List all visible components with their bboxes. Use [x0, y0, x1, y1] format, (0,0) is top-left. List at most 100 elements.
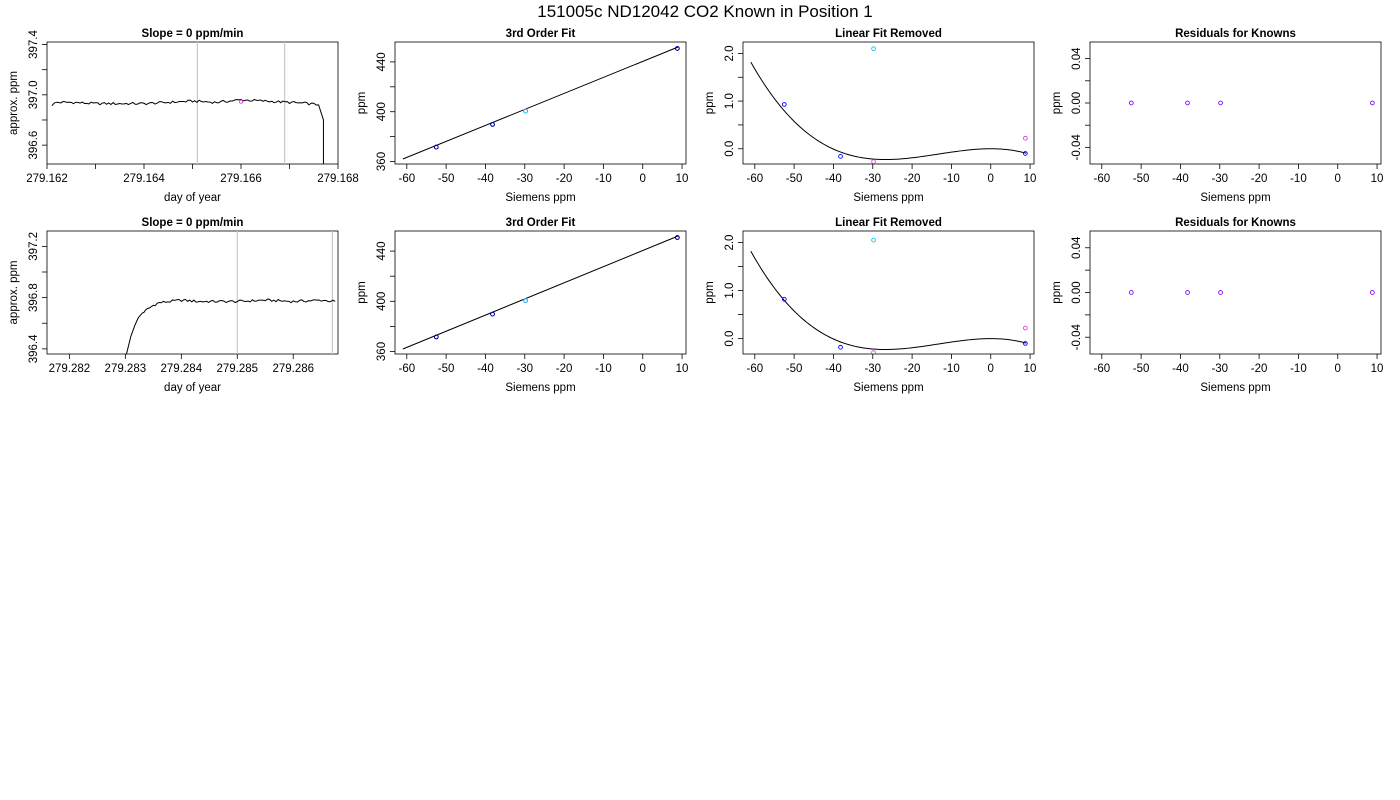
y-tick-label: 397.0	[28, 80, 40, 109]
fit-curve	[750, 61, 1027, 161]
x-tick-label: 0	[1335, 363, 1341, 375]
y-tick-label: 360	[376, 342, 388, 361]
fit-curve	[750, 251, 1027, 350]
x-tick-label: -40	[1172, 173, 1189, 185]
x-axis-label: Siemens ppm	[853, 382, 923, 394]
series-line-1	[51, 98, 324, 164]
x-tick-label: 279.166	[220, 173, 262, 185]
data-point	[871, 237, 876, 243]
panel-7: Linear Fit Removed -60 -50 -40 -30 -20 -10 0 10 0…	[704, 217, 1036, 394]
y-axis-label: ppm	[1051, 92, 1063, 114]
x-tick-label: -20	[904, 363, 921, 375]
data-point	[490, 122, 495, 127]
x-tick-label: 10	[1024, 173, 1037, 185]
y-axis-label: ppm	[704, 92, 716, 114]
x-tick-label: -30	[516, 173, 533, 185]
y-axis-label: ppm	[1051, 281, 1063, 303]
panel-title: Residuals for Knowns	[1175, 217, 1296, 229]
y-axis-label: ppm	[356, 92, 368, 114]
y-axis-label: ppm	[356, 281, 368, 303]
data-point	[1218, 100, 1223, 106]
y-tick-label: 0.04	[1071, 236, 1083, 259]
x-tick-label: 279.164	[123, 173, 165, 185]
plot-area	[402, 235, 680, 350]
x-tick-label: 10	[1371, 363, 1384, 375]
data-point	[1022, 151, 1028, 156]
x-tick-label: -50	[786, 363, 803, 375]
x-tick-label: -40	[477, 363, 494, 375]
panel-4: Residuals for Knowns -60 -50 -40 -30 -20 -10 0 1…	[1051, 28, 1383, 204]
plot-frame	[46, 230, 339, 355]
x-tick-label: 0	[988, 173, 994, 185]
x-tick-label: -30	[1211, 173, 1228, 185]
x-tick-label: -60	[1093, 363, 1110, 375]
x-tick-label: 10	[676, 173, 689, 185]
x-tick-label: 279.168	[317, 173, 359, 185]
panel-title: Residuals for Knowns	[1175, 28, 1296, 40]
x-tick-label: 279.282	[49, 363, 91, 375]
plot-area	[125, 231, 336, 354]
x-tick-label: -40	[825, 363, 842, 375]
x-axis-label: day of year	[164, 192, 221, 204]
y-axis-label: approx. ppm	[8, 71, 20, 135]
y-tick-label: -0.04	[1071, 134, 1083, 161]
data-point	[433, 334, 439, 340]
data-point	[523, 108, 528, 114]
data-point	[1128, 290, 1134, 295]
x-tick-label: 10	[1371, 173, 1384, 185]
y-axis-label: ppm	[704, 281, 716, 303]
figure-title: 151005c ND12042 CO2 Known in Position 1	[537, 2, 873, 21]
data-marker	[238, 99, 243, 104]
x-tick-label: -20	[1251, 363, 1268, 375]
x-tick-label: -50	[438, 363, 455, 375]
x-axis-label: day of year	[164, 382, 221, 394]
data-point	[781, 296, 787, 302]
x-tick-label: -50	[1133, 363, 1150, 375]
data-point	[1022, 325, 1028, 331]
x-tick-label: -10	[1290, 363, 1307, 375]
panel-3: Linear Fit Removed -60 -50 -40 -30 -20 -10 0 10 0…	[704, 28, 1036, 204]
panel-8: Residuals for Knowns -60 -50 -40 -30 -20 -10 0 1…	[1051, 217, 1383, 394]
y-tick-label: 1.0	[724, 283, 736, 299]
plot-frame	[742, 230, 1035, 355]
y-tick-label: 2.0	[724, 235, 736, 251]
series-line-1	[125, 298, 336, 354]
x-tick-label: 0	[640, 363, 646, 375]
x-tick-label: -40	[1172, 363, 1189, 375]
panel-5: Slope = 0 ppm/min 279.282 279.283 279.284 27…	[8, 217, 339, 394]
y-tick-label: 400	[376, 292, 388, 311]
x-tick-label: -10	[943, 363, 960, 375]
x-tick-label: -50	[438, 173, 455, 185]
fit-line	[402, 235, 679, 350]
plot-frame	[742, 41, 1035, 165]
y-tick-label: -0.04	[1071, 324, 1083, 351]
data-point	[1022, 135, 1028, 141]
x-tick-label: -50	[1133, 173, 1150, 185]
x-tick-label: -60	[398, 363, 415, 375]
data-point	[1218, 290, 1223, 295]
x-tick-label: 279.284	[161, 363, 203, 375]
data-point	[490, 311, 495, 317]
plot-area	[51, 42, 324, 164]
x-tick-label: -20	[556, 173, 573, 185]
x-tick-label: -40	[477, 173, 494, 185]
data-point	[1369, 290, 1375, 295]
plot-area	[750, 46, 1028, 164]
y-tick-label: 396.4	[28, 334, 40, 363]
data-point	[1185, 100, 1190, 106]
x-tick-label: -10	[943, 173, 960, 185]
panel-6: 3rd Order Fit -60 -50 -40 -30 -20 -10 0 10 360 400…	[356, 217, 688, 394]
panel-title: 3rd Order Fit	[506, 28, 576, 40]
x-axis-label: Siemens ppm	[505, 382, 575, 394]
y-tick-label: 0.04	[1071, 47, 1083, 70]
data-point	[838, 154, 843, 159]
fit-line	[402, 46, 679, 160]
x-tick-label: 0	[988, 363, 994, 375]
x-tick-label: -20	[904, 173, 921, 185]
x-tick-label: -20	[1251, 173, 1268, 185]
panel-title: Slope = 0 ppm/min	[142, 217, 244, 229]
data-point	[871, 350, 876, 354]
data-point	[1128, 100, 1134, 106]
